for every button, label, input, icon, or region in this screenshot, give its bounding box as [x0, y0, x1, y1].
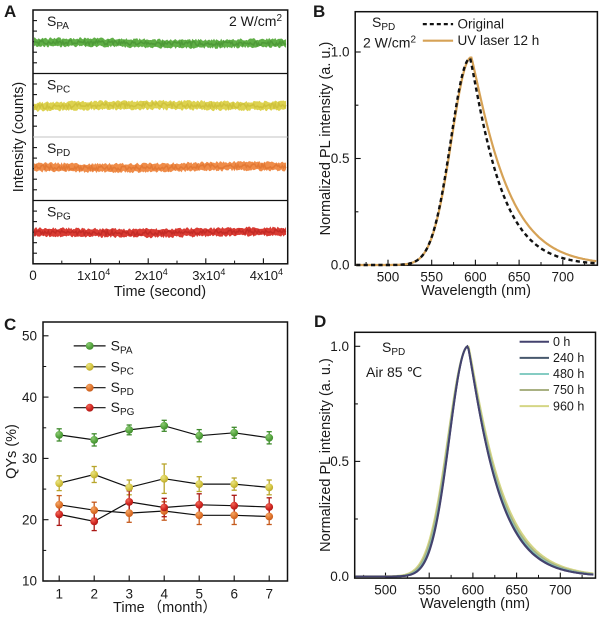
svg-text:480 h: 480 h — [553, 367, 584, 381]
svg-text:750 h: 750 h — [553, 383, 584, 397]
svg-text:2 W/cm2: 2 W/cm2 — [229, 13, 282, 29]
svg-text:Normalized PL intensity (a. u.: Normalized PL intensity (a. u.) — [318, 42, 334, 236]
svg-text:7: 7 — [265, 587, 273, 602]
svg-text:5: 5 — [195, 587, 203, 602]
svg-text:550: 550 — [418, 583, 441, 598]
svg-text:D: D — [314, 312, 326, 331]
svg-text:2: 2 — [90, 587, 98, 602]
svg-text:2 W/cm2: 2 W/cm2 — [363, 35, 416, 51]
svg-text:0: 0 — [29, 268, 37, 283]
svg-text:Air 85 ℃: Air 85 ℃ — [366, 364, 422, 380]
svg-text:Wavelength (nm): Wavelength (nm) — [421, 283, 531, 299]
svg-text:0.5: 0.5 — [331, 151, 350, 166]
svg-text:600: 600 — [462, 583, 485, 598]
svg-text:0.0: 0.0 — [331, 258, 350, 273]
svg-text:20: 20 — [22, 512, 37, 527]
svg-text:1x104: 1x104 — [77, 267, 110, 283]
svg-text:0 h: 0 h — [553, 335, 570, 349]
svg-text:QYs (%): QYs (%) — [4, 424, 20, 479]
svg-text:10: 10 — [22, 574, 37, 589]
svg-text:0.0: 0.0 — [330, 569, 349, 584]
svg-text:Intensity (counts): Intensity (counts) — [11, 82, 27, 192]
svg-text:650: 650 — [508, 270, 531, 285]
svg-text:650: 650 — [505, 583, 528, 598]
svg-text:B: B — [313, 2, 325, 21]
svg-text:2x104: 2x104 — [135, 267, 168, 283]
svg-text:UV laser 12 h: UV laser 12 h — [458, 33, 540, 48]
svg-text:Time （month）: Time （month） — [113, 599, 217, 616]
svg-text:40: 40 — [22, 390, 37, 405]
svg-text:3: 3 — [125, 587, 133, 602]
svg-text:C: C — [4, 315, 16, 334]
svg-text:50: 50 — [22, 329, 37, 344]
svg-text:3x104: 3x104 — [192, 267, 225, 283]
svg-text:700: 700 — [549, 583, 572, 598]
svg-text:4x104: 4x104 — [250, 267, 283, 283]
svg-text:Original: Original — [458, 17, 505, 32]
svg-text:6: 6 — [230, 587, 238, 602]
svg-text:960 h: 960 h — [553, 399, 584, 413]
svg-text:0.5: 0.5 — [330, 454, 349, 469]
svg-text:500: 500 — [374, 583, 397, 598]
svg-text:4: 4 — [160, 587, 168, 602]
svg-text:240 h: 240 h — [553, 351, 584, 365]
svg-text:500: 500 — [377, 270, 400, 285]
svg-text:700: 700 — [552, 270, 575, 285]
svg-text:Time (second): Time (second) — [114, 284, 206, 300]
svg-text:1.0: 1.0 — [331, 45, 350, 60]
svg-text:550: 550 — [420, 270, 443, 285]
svg-text:600: 600 — [464, 270, 487, 285]
svg-text:Wavelength (nm): Wavelength (nm) — [420, 596, 530, 612]
svg-text:1.0: 1.0 — [330, 339, 349, 354]
svg-text:1: 1 — [55, 587, 63, 602]
svg-text:Normalized PL intensity (a. u.: Normalized PL intensity (a. u.) — [318, 358, 334, 552]
svg-text:A: A — [4, 2, 16, 21]
svg-text:30: 30 — [22, 451, 37, 466]
